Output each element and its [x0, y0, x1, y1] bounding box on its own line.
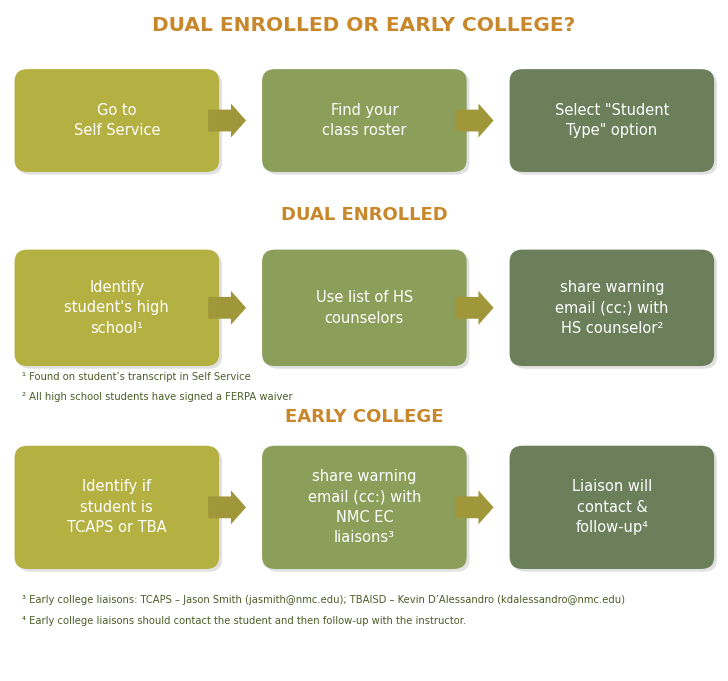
FancyBboxPatch shape [513, 252, 717, 369]
Text: Use list of HS
counselors: Use list of HS counselors [316, 290, 413, 326]
Polygon shape [208, 291, 246, 325]
FancyBboxPatch shape [262, 69, 467, 172]
FancyBboxPatch shape [17, 252, 222, 369]
FancyBboxPatch shape [513, 72, 717, 175]
Text: ⁴ Early college liaisons should contact the student and then follow-up with the : ⁴ Early college liaisons should contact … [22, 616, 466, 626]
Text: Liaison will
contact &
follow-up⁴: Liaison will contact & follow-up⁴ [571, 479, 652, 535]
Polygon shape [208, 104, 246, 138]
Text: EARLY COLLEGE: EARLY COLLEGE [285, 408, 443, 426]
Polygon shape [208, 490, 246, 524]
FancyBboxPatch shape [510, 69, 714, 172]
Text: Go to
Self Service: Go to Self Service [74, 103, 160, 138]
Text: DUAL ENROLLED: DUAL ENROLLED [280, 206, 448, 223]
Text: DUAL ENROLLED OR EARLY COLLEGE?: DUAL ENROLLED OR EARLY COLLEGE? [152, 16, 576, 35]
FancyBboxPatch shape [15, 69, 219, 172]
FancyBboxPatch shape [265, 72, 470, 175]
FancyBboxPatch shape [265, 448, 470, 572]
Text: Find your
class roster: Find your class roster [322, 103, 407, 138]
Polygon shape [456, 104, 494, 138]
FancyBboxPatch shape [510, 446, 714, 569]
FancyBboxPatch shape [265, 252, 470, 369]
Text: ³ Early college liaisons: TCAPS – Jason Smith (jasmith@nmc.edu); TBAISD – Kevin : ³ Early college liaisons: TCAPS – Jason … [22, 595, 625, 605]
FancyBboxPatch shape [17, 448, 222, 572]
Text: share warning
email (cc:) with
HS counselor²: share warning email (cc:) with HS counse… [555, 280, 668, 336]
Text: Identify
student's high
school¹: Identify student's high school¹ [65, 280, 169, 336]
FancyBboxPatch shape [510, 249, 714, 366]
Text: share warning
email (cc:) with
NMC EC
liaisons³: share warning email (cc:) with NMC EC li… [308, 469, 421, 545]
FancyBboxPatch shape [513, 448, 717, 572]
FancyBboxPatch shape [17, 72, 222, 175]
Text: Identify if
student is
TCAPS or TBA: Identify if student is TCAPS or TBA [67, 479, 167, 535]
FancyBboxPatch shape [15, 446, 219, 569]
FancyBboxPatch shape [262, 249, 467, 366]
Text: ¹ Found on student’s transcript in Self Service: ¹ Found on student’s transcript in Self … [22, 372, 250, 382]
Polygon shape [456, 490, 494, 524]
Text: ² All high school students have signed a FERPA waiver: ² All high school students have signed a… [22, 392, 293, 402]
Text: Select "Student
Type" option: Select "Student Type" option [555, 103, 669, 138]
FancyBboxPatch shape [15, 249, 219, 366]
FancyBboxPatch shape [262, 446, 467, 569]
Polygon shape [456, 291, 494, 325]
